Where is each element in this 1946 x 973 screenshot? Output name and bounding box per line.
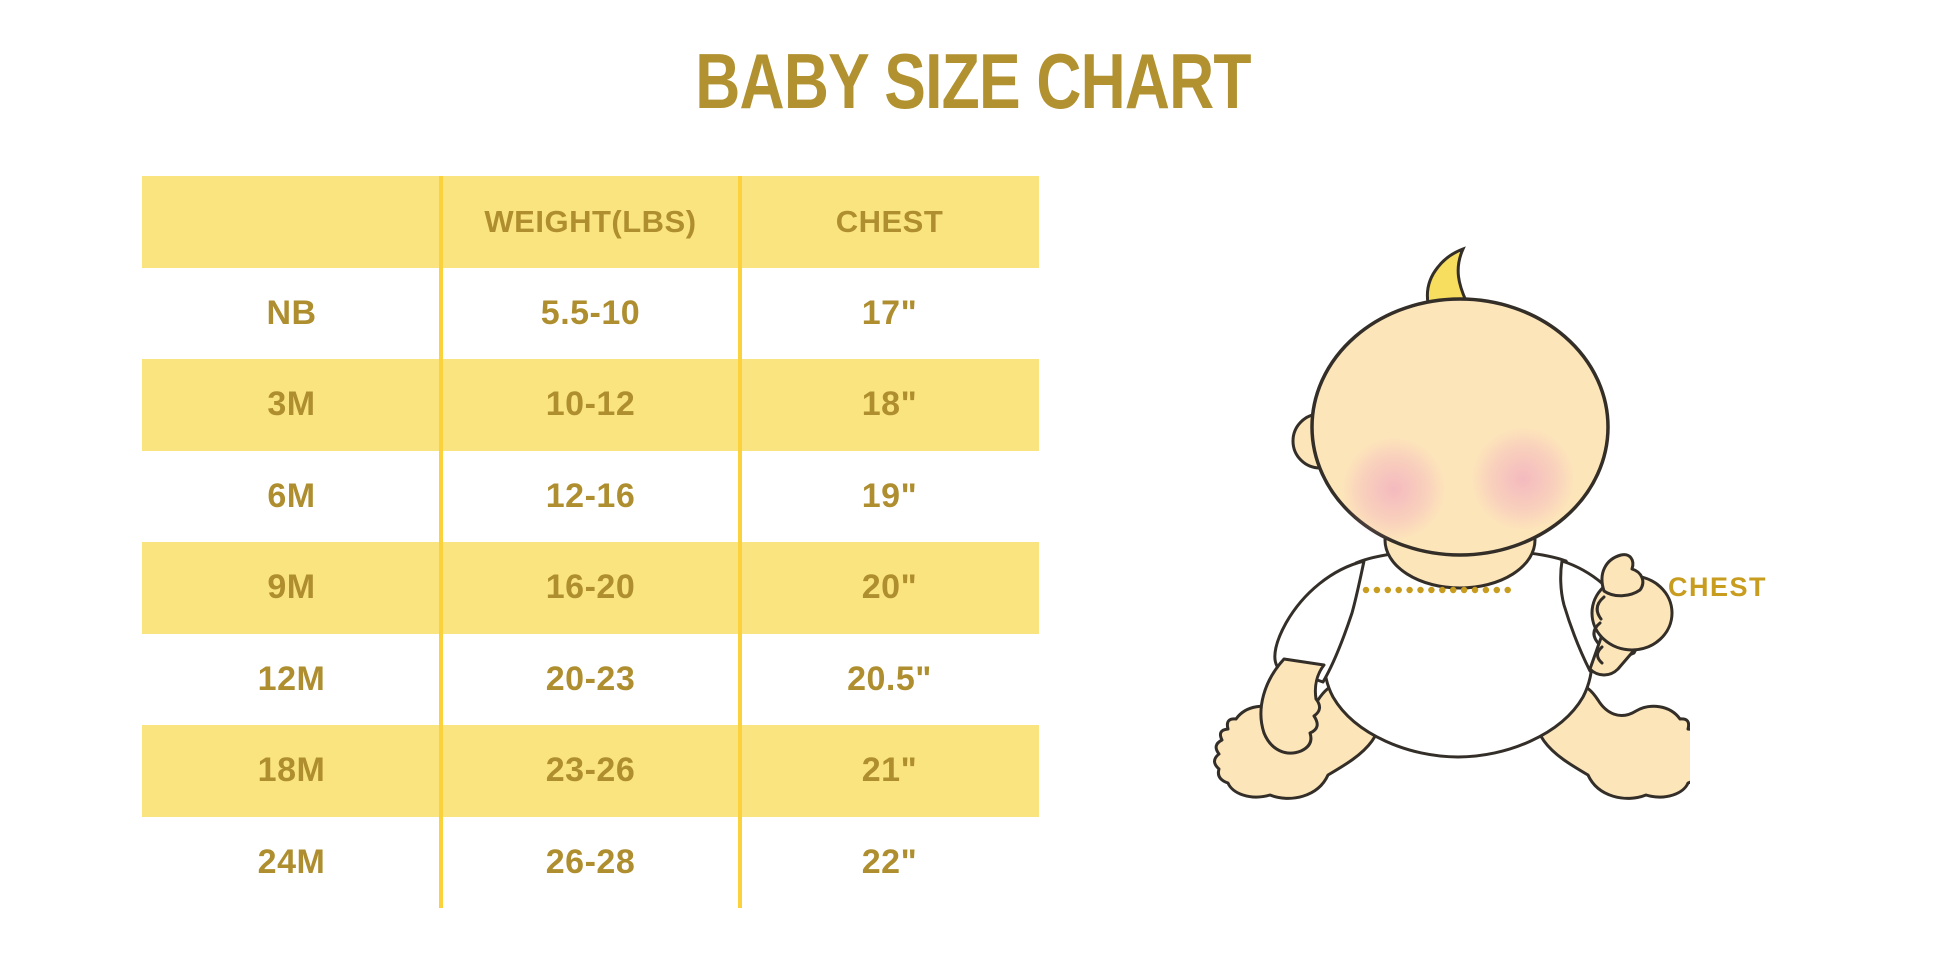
weight-cell: 26-28 [545, 842, 636, 881]
weight-cell: 10-12 [545, 385, 636, 424]
weight-cell: 20-23 [545, 659, 636, 698]
baby-left-cheek [1342, 437, 1446, 541]
size-cell: 9M [267, 568, 316, 607]
header-weight-cell: WEIGHT(LBS) [484, 203, 697, 239]
size-cell: 12M [257, 659, 326, 698]
chest-cell: 20" [861, 568, 918, 607]
table-row: 12M 20-23 20.5" [142, 634, 1039, 726]
table-row: 6M 12-16 19" [142, 451, 1039, 543]
chest-cell: 18" [861, 385, 918, 424]
chest-annotation-label: CHEST [1668, 572, 1768, 602]
table-header-row: WEIGHT(LBS) CHEST [142, 176, 1039, 268]
baby-left-arm [1259, 657, 1326, 755]
chest-cell: 22" [861, 842, 918, 881]
baby-illustration [1170, 245, 1703, 805]
table-row: NB 5.5-10 17" [142, 268, 1039, 360]
header-chest-cell: CHEST [835, 203, 944, 239]
table-row: 18M 23-26 21" [142, 725, 1039, 817]
baby-right-cheek [1471, 427, 1575, 531]
weight-cell: 12-16 [545, 476, 636, 515]
size-cell: 24M [257, 842, 326, 881]
table-row: 9M 16-20 20" [142, 542, 1039, 634]
table-body: NB 5.5-10 17" 3M 10-12 18" 6M 12-16 19" … [142, 268, 1039, 909]
header-size-cell [142, 176, 441, 268]
chest-cell: 19" [861, 476, 918, 515]
weight-cell: 23-26 [545, 751, 636, 790]
table-row: 3M 10-12 18" [142, 359, 1039, 451]
weight-cell: 16-20 [545, 568, 636, 607]
size-cell: 6M [267, 476, 316, 515]
column-divider-2 [738, 176, 742, 908]
chest-cell: 17" [861, 293, 918, 332]
chest-cell: 20.5" [847, 659, 932, 698]
size-cell: NB [266, 293, 317, 332]
size-table: WEIGHT(LBS) CHEST NB 5.5-10 17" 3M 10-12… [142, 176, 1039, 908]
table-row: 24M 26-28 22" [142, 817, 1039, 909]
baby-illustration-svg [1213, 246, 1703, 800]
baby-thumb [1600, 553, 1645, 598]
page-title: BABY SIZE CHART [695, 37, 1251, 125]
size-cell: 3M [267, 385, 316, 424]
baby-fist-finger-lines [1592, 595, 1606, 665]
chest-cell: 21" [861, 751, 918, 790]
column-divider-1 [439, 176, 443, 908]
weight-cell: 5.5-10 [540, 293, 641, 332]
size-cell: 18M [257, 751, 326, 790]
